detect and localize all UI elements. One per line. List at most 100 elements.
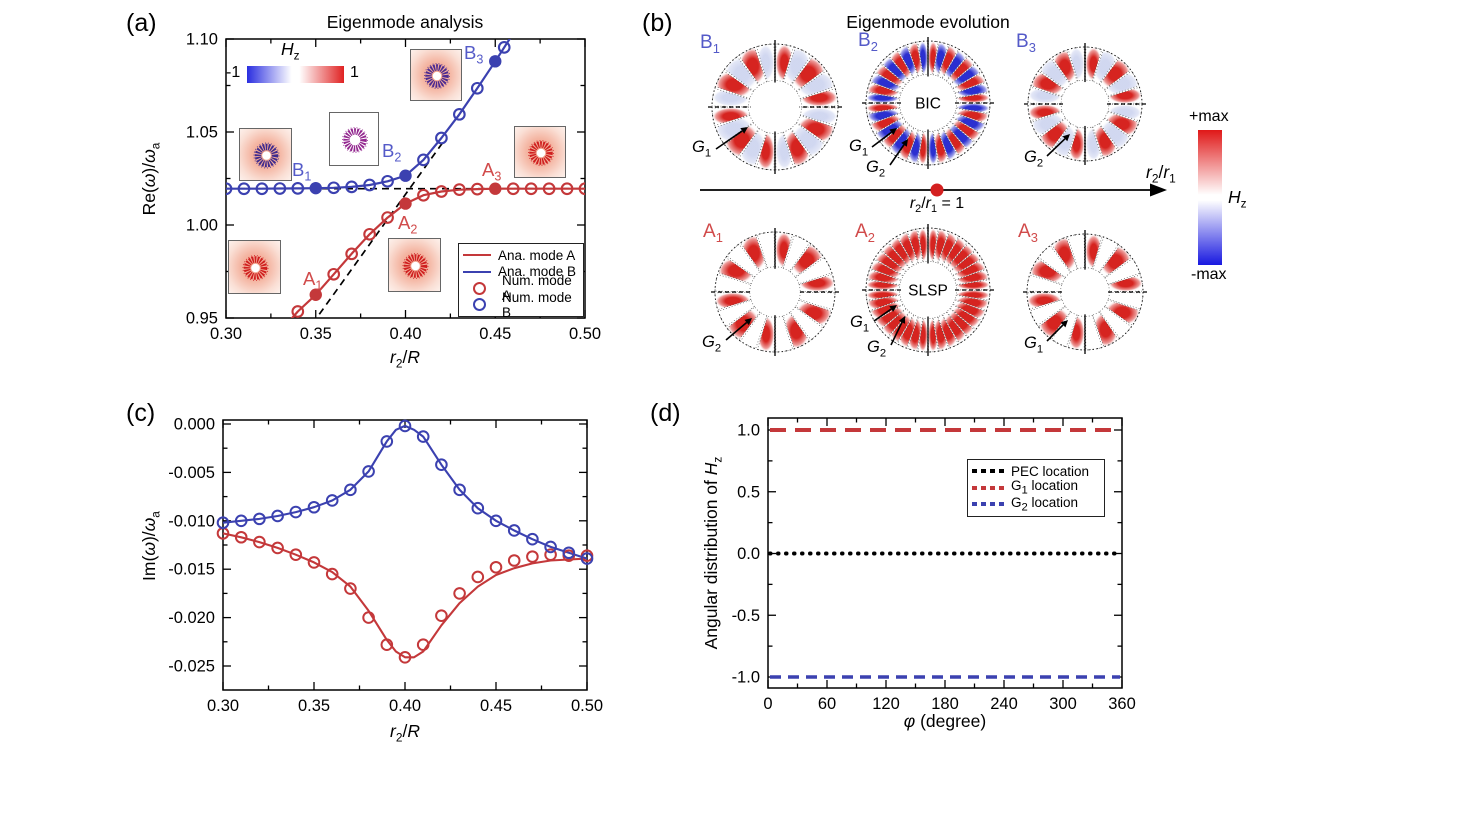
- ring-A3-sector: [1107, 274, 1144, 292]
- ring-A2-sector: [955, 279, 991, 291]
- panel-b-ring-label-a2: A2: [855, 222, 875, 245]
- text-part: ω: [139, 173, 159, 188]
- text-part: location: [1027, 478, 1079, 494]
- marker-num-mode-b: [253, 512, 266, 526]
- panel-c-tag: (c): [126, 399, 156, 427]
- panel-a-ytick-label: 0.95: [186, 310, 218, 328]
- ring-A3-sector: [1051, 236, 1078, 273]
- filled-mode-point: [309, 288, 322, 301]
- text-part: A: [398, 212, 411, 233]
- ring-B2-sector: [906, 41, 924, 77]
- inset-ring-part: [242, 255, 269, 281]
- ring-A1-sector: [717, 257, 755, 285]
- panel-b-ring-label-b3: B3: [1016, 32, 1036, 55]
- ring-A3-sector: [1026, 292, 1063, 310]
- panel-b-ring-label-a1: A1: [703, 221, 723, 245]
- marker-num-mode-a: [489, 560, 503, 574]
- panel-d-xtick-label: 240: [990, 695, 1018, 713]
- text-part: ω: [139, 542, 159, 556]
- marker-num-mode-b: [489, 514, 503, 528]
- filled-mode-point: [309, 181, 322, 195]
- panel-c-ytick-label: -0.010: [168, 512, 215, 530]
- legend-entry: Ana. mode B: [463, 264, 579, 281]
- g-pointer-arrow: [873, 308, 892, 322]
- ring-B2-sector: [954, 81, 990, 99]
- ring-B2-sector: [927, 130, 939, 166]
- panel-b-g-label: G2: [867, 338, 886, 360]
- inset-ring-part: [536, 148, 546, 158]
- ring-B2-sector: [952, 112, 987, 134]
- panel-c-ytick-label: -0.020: [168, 609, 215, 627]
- ring-A1-sector: [775, 315, 793, 353]
- legend-line-swatch: [463, 270, 491, 273]
- inset-ring-part: [251, 263, 260, 273]
- filled-mode-point: [489, 55, 502, 68]
- text-part: 1: [861, 146, 869, 159]
- panel-a-mode-label-a1: A1: [303, 269, 322, 293]
- panel-a-xtick-label: 0.45: [479, 325, 511, 343]
- legend-circle-swatch: [472, 281, 486, 295]
- g-pointer-arrowhead-icon: [901, 139, 908, 147]
- g-pointer-arrow: [871, 131, 892, 148]
- text-part: R: [407, 347, 420, 367]
- bic-condition-dot: [930, 183, 944, 197]
- panel-a-colorbar: [247, 66, 344, 83]
- marker-num-mode-a: [234, 530, 248, 544]
- panel-b-colorbar: [1198, 130, 1222, 265]
- ring-B2-sector: [949, 63, 982, 89]
- ring-A2-sector: [906, 228, 924, 264]
- marker-num-mode-a: [363, 227, 376, 241]
- text-part: )/: [139, 531, 159, 543]
- text-part: B: [700, 32, 713, 53]
- ring-A3-sector: [1092, 311, 1119, 348]
- g-pointer-arrow: [890, 321, 903, 346]
- filled-mode-point: [399, 197, 412, 210]
- text-part: /: [402, 347, 408, 367]
- panel-a-series: [226, 39, 585, 318]
- ring-A2-sector: [869, 259, 904, 281]
- ring-B1-sector: [783, 47, 812, 86]
- panel-a-title: Eigenmode analysis: [326, 12, 484, 32]
- legend-entry: PEC location: [972, 463, 1100, 480]
- inset-ring-graphic: [253, 142, 280, 169]
- ring-A2-sector: [880, 242, 910, 272]
- inset-ring-part: [402, 253, 429, 279]
- text-part: r: [925, 195, 931, 212]
- panel-b-axis-label: r2/r1: [1146, 163, 1176, 185]
- g-pointer-arrowhead-icon: [1062, 134, 1070, 142]
- panel-a-colorbar-max: 1: [350, 64, 359, 81]
- ring-A2-sector: [869, 299, 904, 321]
- marker-num-mode-a: [544, 548, 557, 561]
- panel-c-yaxis-label: Im(ω)/ωa: [139, 500, 163, 592]
- ring-A1-sector: [798, 292, 836, 310]
- text-part: 3: [494, 169, 502, 184]
- panel-a-xtick-label: 0.50: [569, 325, 601, 343]
- panel-d-axes: 0 60 120 180 240 300 360 1.0 0.5 0.0 -0.5 -1.0: [732, 417, 1136, 713]
- text-part: H: [281, 39, 294, 59]
- marker-num-mode-b: [497, 41, 511, 54]
- panel-d-xtick-label: 180: [931, 695, 959, 713]
- text-part: A: [703, 221, 716, 242]
- text-part: /: [1158, 162, 1164, 182]
- marker-num-mode-b: [453, 483, 466, 497]
- text-part: 2: [395, 356, 403, 371]
- inset-ring-graphic: [402, 253, 429, 279]
- panel-c-xtick-label: 0.40: [389, 697, 421, 715]
- text-part: Re(: [139, 187, 159, 216]
- marker-num-mode-a: [417, 188, 430, 202]
- panel-c-xtick-label: 0.45: [480, 697, 512, 715]
- marker-num-mode-b: [544, 540, 557, 554]
- panel-a-mode-label-a2: A2: [398, 213, 417, 237]
- text-part: B: [292, 159, 305, 180]
- ring-A2-sector: [932, 228, 950, 264]
- panel-c-xtick-label: 0.50: [571, 697, 603, 715]
- legend-entry-label: PEC location: [1011, 464, 1089, 479]
- marker-num-mode-a: [471, 570, 485, 584]
- marker-num-mode-b: [362, 465, 375, 478]
- marker-num-mode-a: [435, 609, 448, 622]
- panel-a-ytick-label: 1.05: [186, 124, 218, 142]
- ring-B3-sector: [1104, 111, 1140, 138]
- text-part: ω: [139, 149, 159, 163]
- inset-ring-part: [342, 127, 368, 153]
